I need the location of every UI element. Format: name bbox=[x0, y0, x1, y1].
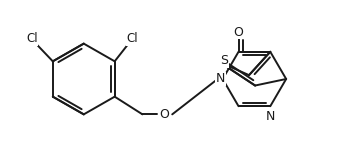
Text: Cl: Cl bbox=[127, 32, 138, 45]
Text: O: O bbox=[159, 108, 169, 121]
Text: N: N bbox=[266, 110, 275, 122]
Text: N: N bbox=[216, 73, 226, 86]
Text: Cl: Cl bbox=[26, 32, 38, 45]
Text: S: S bbox=[220, 54, 228, 67]
Text: O: O bbox=[234, 26, 243, 39]
